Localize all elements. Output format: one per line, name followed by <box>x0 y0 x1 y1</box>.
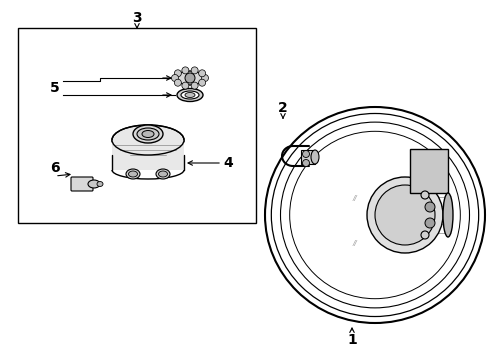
Circle shape <box>425 218 435 228</box>
Ellipse shape <box>112 125 184 155</box>
Ellipse shape <box>311 150 319 164</box>
Bar <box>301 150 315 164</box>
Circle shape <box>302 150 310 158</box>
Circle shape <box>191 67 198 74</box>
FancyBboxPatch shape <box>71 177 93 191</box>
Ellipse shape <box>97 181 103 186</box>
Circle shape <box>425 202 435 212</box>
Circle shape <box>367 177 443 253</box>
Circle shape <box>201 75 209 81</box>
Circle shape <box>198 79 206 86</box>
Circle shape <box>421 191 429 199</box>
Circle shape <box>302 159 310 166</box>
Circle shape <box>182 67 189 74</box>
Circle shape <box>191 82 198 89</box>
Circle shape <box>182 82 189 89</box>
Ellipse shape <box>158 171 168 177</box>
Ellipse shape <box>142 130 154 138</box>
Ellipse shape <box>137 128 159 140</box>
Text: 6: 6 <box>50 161 60 175</box>
Ellipse shape <box>126 169 140 179</box>
Ellipse shape <box>133 125 163 143</box>
Circle shape <box>172 75 178 81</box>
Text: 3: 3 <box>132 11 142 25</box>
Circle shape <box>174 70 181 77</box>
Bar <box>112 140 184 170</box>
Circle shape <box>421 231 429 239</box>
Ellipse shape <box>185 93 195 98</box>
Ellipse shape <box>181 91 199 99</box>
Circle shape <box>198 70 206 77</box>
Circle shape <box>375 185 435 245</box>
Circle shape <box>185 73 195 83</box>
Bar <box>18 28 256 223</box>
Circle shape <box>174 79 181 86</box>
Text: 5: 5 <box>50 81 60 95</box>
Ellipse shape <box>176 71 204 85</box>
Bar <box>410 149 448 193</box>
Text: 2: 2 <box>278 101 288 115</box>
Text: 1: 1 <box>347 333 357 347</box>
Ellipse shape <box>156 169 170 179</box>
Text: //: // <box>353 195 357 201</box>
Ellipse shape <box>443 193 453 237</box>
Ellipse shape <box>128 171 138 177</box>
Text: //: // <box>353 240 357 246</box>
Text: 4: 4 <box>223 156 233 170</box>
Ellipse shape <box>265 107 485 323</box>
Ellipse shape <box>88 180 100 188</box>
Ellipse shape <box>177 89 203 102</box>
